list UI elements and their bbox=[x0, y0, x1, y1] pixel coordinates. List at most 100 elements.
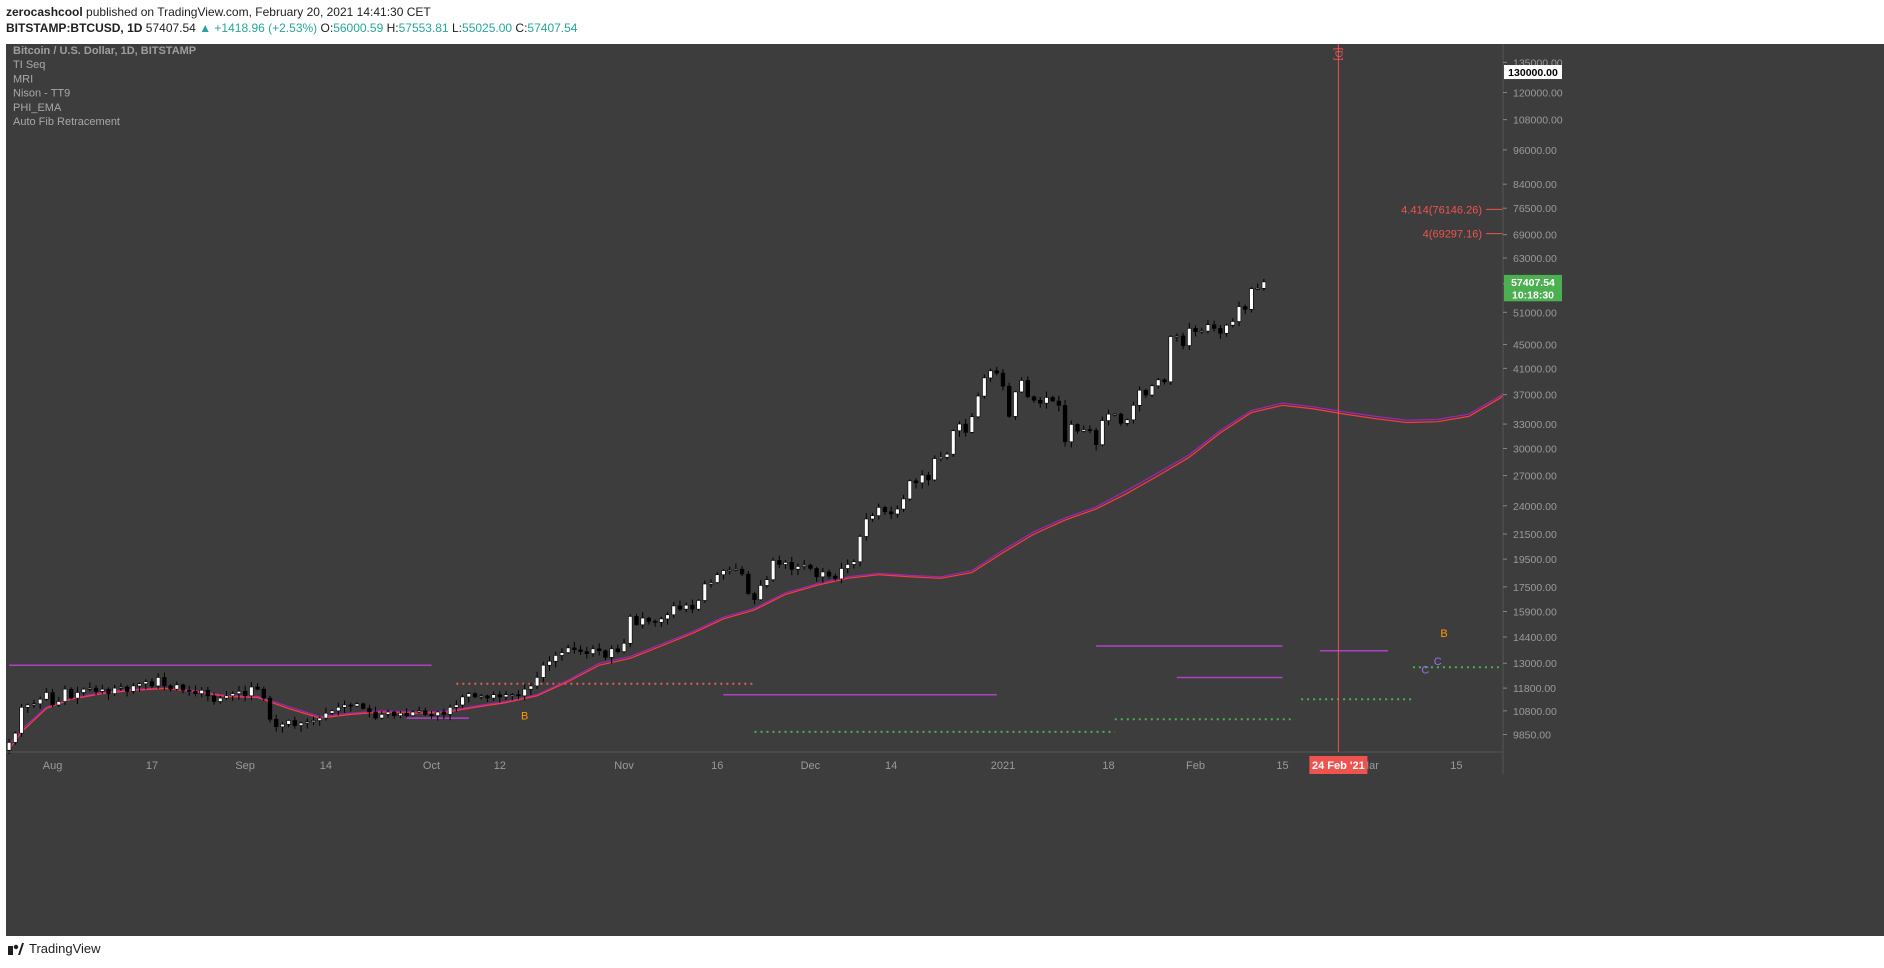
setup-b-marker: B bbox=[521, 710, 528, 722]
candle-body bbox=[44, 692, 49, 700]
candle-body bbox=[361, 703, 366, 709]
candle-body bbox=[895, 508, 900, 515]
candle-body bbox=[472, 693, 478, 698]
candle-body bbox=[466, 693, 471, 698]
candle-body bbox=[410, 711, 416, 716]
time-axis[interactable]: Aug 17 Sep 14 Oct 12 Nov 16 Dec 14 2021 18 Feb 15 Mar 1… bbox=[6, 751, 1503, 772]
candle-body bbox=[81, 688, 86, 693]
price-chart[interactable]: 0.7864.414(76146.26)4(69297.16)MMBS 1Y [… bbox=[6, 44, 1884, 936]
price-axis[interactable]: 135000.00120000.00108000.0096000.0084000… bbox=[1502, 44, 1884, 936]
candle-body bbox=[280, 723, 285, 728]
indicator-name: TI Seq bbox=[13, 59, 45, 71]
time-tick-label: Aug bbox=[43, 760, 63, 772]
price-tick-label: 69000.00 bbox=[1513, 230, 1557, 242]
candle-body bbox=[311, 720, 316, 723]
time-tick-label: 2021 bbox=[991, 760, 1015, 772]
candle-body bbox=[497, 694, 502, 698]
candle-body bbox=[491, 694, 496, 699]
cursor-date-box bbox=[1309, 756, 1368, 774]
candle-body bbox=[1031, 396, 1037, 401]
candle-body bbox=[1007, 385, 1012, 417]
candle-body bbox=[143, 681, 148, 685]
cursor-date-label: 24 Feb '21 bbox=[1312, 760, 1365, 772]
candle-body bbox=[870, 515, 875, 520]
candle-body bbox=[1050, 397, 1055, 402]
candle-body bbox=[69, 688, 74, 699]
price-tick-label: 37000.00 bbox=[1513, 390, 1557, 402]
candle-body bbox=[702, 583, 707, 601]
candle-body bbox=[87, 687, 93, 690]
candle-body bbox=[572, 647, 577, 651]
candle-body bbox=[379, 714, 384, 719]
candle-body bbox=[684, 604, 689, 610]
candle-body bbox=[1174, 335, 1180, 338]
candle-body bbox=[348, 704, 353, 707]
candle-body bbox=[323, 712, 329, 719]
time-tick-label: Feb bbox=[1186, 760, 1205, 772]
symbol-name: BITSTAMP:BTCUSD, 1D bbox=[6, 21, 143, 35]
candle-body bbox=[1156, 379, 1161, 387]
candle-body bbox=[6, 742, 12, 751]
price-tick-label: 11800.00 bbox=[1513, 683, 1556, 695]
candle-body bbox=[777, 560, 782, 565]
candle-body bbox=[957, 423, 962, 432]
time-tick-label: 16 bbox=[711, 760, 723, 772]
candle-body bbox=[671, 605, 676, 616]
candle-body bbox=[1261, 281, 1267, 289]
price-tick-label: 19500.00 bbox=[1513, 554, 1557, 566]
candle-body bbox=[193, 691, 198, 694]
price-tick-label: 13000.00 bbox=[1513, 658, 1557, 670]
candle-body bbox=[597, 648, 602, 652]
candle-body bbox=[503, 694, 509, 698]
candle-body bbox=[820, 571, 825, 578]
price-tick-label: 15900.00 bbox=[1513, 607, 1557, 619]
candle-body bbox=[342, 704, 347, 708]
candle-body bbox=[267, 697, 273, 720]
candle-body bbox=[951, 430, 956, 455]
candle-body bbox=[920, 474, 925, 484]
candle-body bbox=[336, 706, 341, 712]
candle-body bbox=[665, 614, 670, 620]
candle-body bbox=[354, 703, 360, 707]
ema-red-line bbox=[8, 312, 1687, 750]
price-tick-label: 27000.00 bbox=[1513, 471, 1557, 483]
candle-body bbox=[93, 687, 99, 692]
close-value: 57407.54 bbox=[527, 21, 578, 35]
candle-body bbox=[590, 648, 596, 654]
candle-body bbox=[609, 648, 614, 658]
candle-body bbox=[305, 721, 310, 724]
candle-body bbox=[739, 568, 745, 575]
candle-body bbox=[429, 714, 434, 716]
candle-body bbox=[541, 664, 546, 678]
candle-body bbox=[802, 564, 807, 567]
candle-body bbox=[926, 474, 931, 481]
candle-body bbox=[808, 564, 813, 569]
candle-body bbox=[721, 570, 726, 576]
time-tick-label: 15 bbox=[1276, 760, 1288, 772]
price-tag-box bbox=[1504, 274, 1562, 289]
candle-body bbox=[100, 688, 105, 692]
candle-body bbox=[398, 712, 403, 716]
price-tick-label: 41000.00 bbox=[1513, 363, 1557, 375]
candle-body bbox=[416, 710, 422, 713]
candle-body bbox=[261, 688, 266, 699]
author-name[interactable]: zerocashcool bbox=[6, 5, 83, 19]
candle-body bbox=[1243, 306, 1248, 310]
cursor-top-label: [D] bbox=[1332, 48, 1343, 61]
price-tick-label: 9850.00 bbox=[1513, 729, 1551, 741]
candle-body bbox=[373, 711, 378, 719]
price-tag-label: 57407.54 bbox=[1511, 277, 1555, 289]
candle-body bbox=[62, 688, 68, 702]
high-label: H: bbox=[386, 21, 399, 35]
price-tick-label: 33000.00 bbox=[1513, 419, 1557, 431]
candle-body bbox=[1000, 372, 1006, 387]
candle-body bbox=[677, 605, 683, 610]
candle-body bbox=[565, 647, 571, 653]
footer-brand[interactable]: TradingView bbox=[8, 941, 101, 956]
candle-body bbox=[913, 480, 919, 484]
candle-body bbox=[1025, 380, 1030, 398]
candle-body bbox=[652, 621, 658, 623]
indicator-name: PHI_EMA bbox=[13, 102, 62, 114]
brand-name: TradingView bbox=[29, 941, 101, 956]
